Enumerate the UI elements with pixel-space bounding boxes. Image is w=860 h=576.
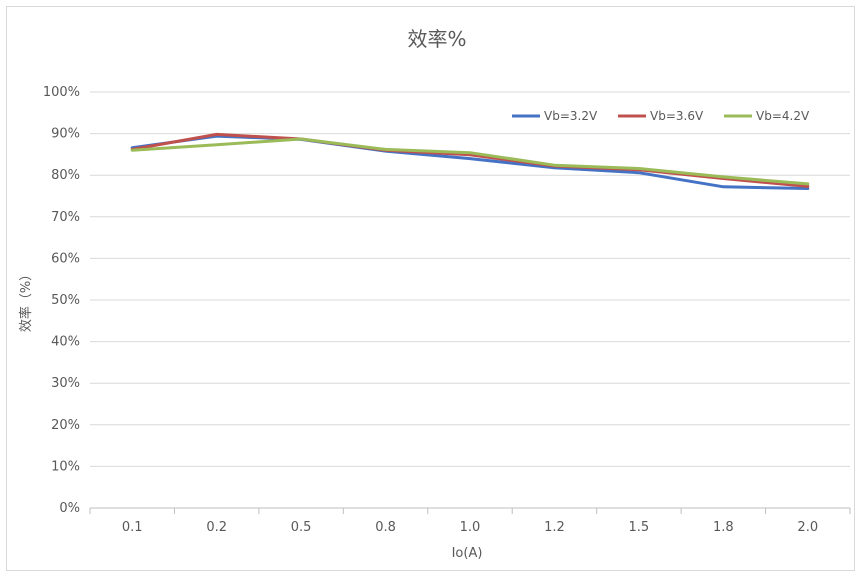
- legend-label: Vb=3.6V: [650, 109, 704, 123]
- series-lines: [130, 132, 810, 190]
- y-tick-label: 60%: [51, 251, 80, 266]
- y-tick-label: 90%: [51, 127, 80, 142]
- y-axis-title: 效率（%）: [18, 268, 34, 332]
- y-tick-label: 100%: [43, 85, 80, 100]
- y-tick-label: 10%: [51, 459, 80, 474]
- x-axis-ticks: 0.1 0.2 0.5 0.8 1.0 1.2 1.5 1.8 2.0: [89, 508, 851, 535]
- y-tick-label: 0%: [59, 501, 80, 516]
- y-tick-label: 20%: [51, 418, 80, 433]
- y-tick-label: 80%: [51, 168, 80, 183]
- x-tick-label: 1.8: [713, 520, 734, 535]
- chart-title: 效率%: [407, 27, 466, 51]
- y-tick-label: 40%: [51, 335, 80, 350]
- chart-container: [6, 6, 855, 571]
- legend: Vb=3.2V Vb=3.6V Vb=4.2V: [512, 109, 810, 123]
- x-tick-label: 0.5: [291, 520, 312, 535]
- x-tick-label: 0.8: [375, 520, 396, 535]
- y-tick-label: 70%: [51, 210, 80, 225]
- x-tick-label: 0.2: [206, 520, 227, 535]
- y-axis-ticks: 0% 10% 20% 30% 40% 50% 60% 70% 80% 90% 100%: [43, 85, 80, 516]
- x-tick-label: 1.0: [460, 520, 481, 535]
- y-tick-label: 50%: [51, 293, 80, 308]
- x-tick-label: 1.2: [544, 520, 565, 535]
- y-tick-label: 30%: [51, 376, 80, 391]
- legend-label: Vb=3.2V: [544, 109, 598, 123]
- x-tick-label: 2.0: [797, 520, 818, 535]
- legend-label: Vb=4.2V: [756, 109, 810, 123]
- x-axis-title: Io(A): [452, 546, 483, 561]
- x-tick-label: 0.1: [122, 520, 143, 535]
- series-line: [130, 137, 810, 186]
- x-tick-label: 1.5: [629, 520, 650, 535]
